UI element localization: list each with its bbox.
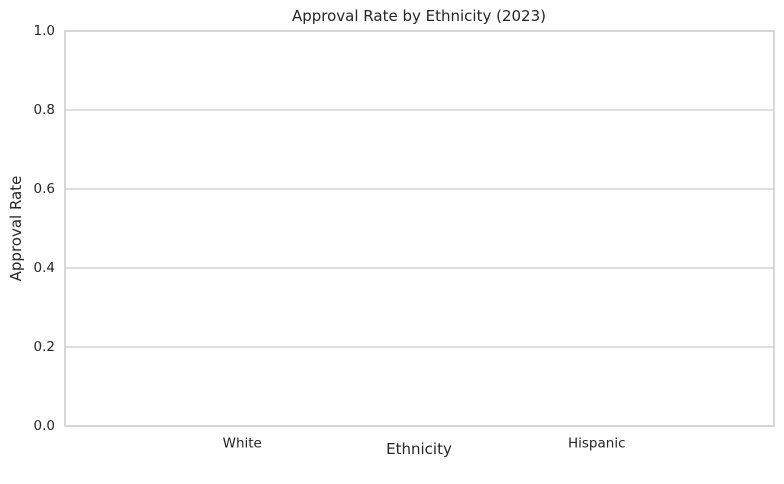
plot-frame — [64, 30, 775, 427]
gridlines — [65, 30, 774, 427]
y-axis-title: Approval Rate — [7, 176, 25, 282]
x-tick-label: White — [223, 436, 262, 452]
y-tick-label: 0.2 — [34, 339, 55, 355]
y-tick-label: 0.4 — [34, 260, 55, 276]
y-tick-label: 0.8 — [34, 102, 55, 118]
x-tick-label: Hispanic — [568, 436, 626, 452]
y-tick-label: 0.0 — [34, 418, 55, 434]
y-tick-label: 1.0 — [34, 23, 55, 39]
y-tick-label: 0.6 — [34, 181, 55, 197]
y-axis-ticks: 0.0 0.2 0.4 0.6 0.8 1.0 — [34, 23, 55, 434]
chart-title: Approval Rate by Ethnicity (2023) — [292, 7, 546, 25]
x-axis-ticks: White Hispanic — [223, 436, 626, 452]
x-axis-title: Ethnicity — [386, 440, 452, 458]
